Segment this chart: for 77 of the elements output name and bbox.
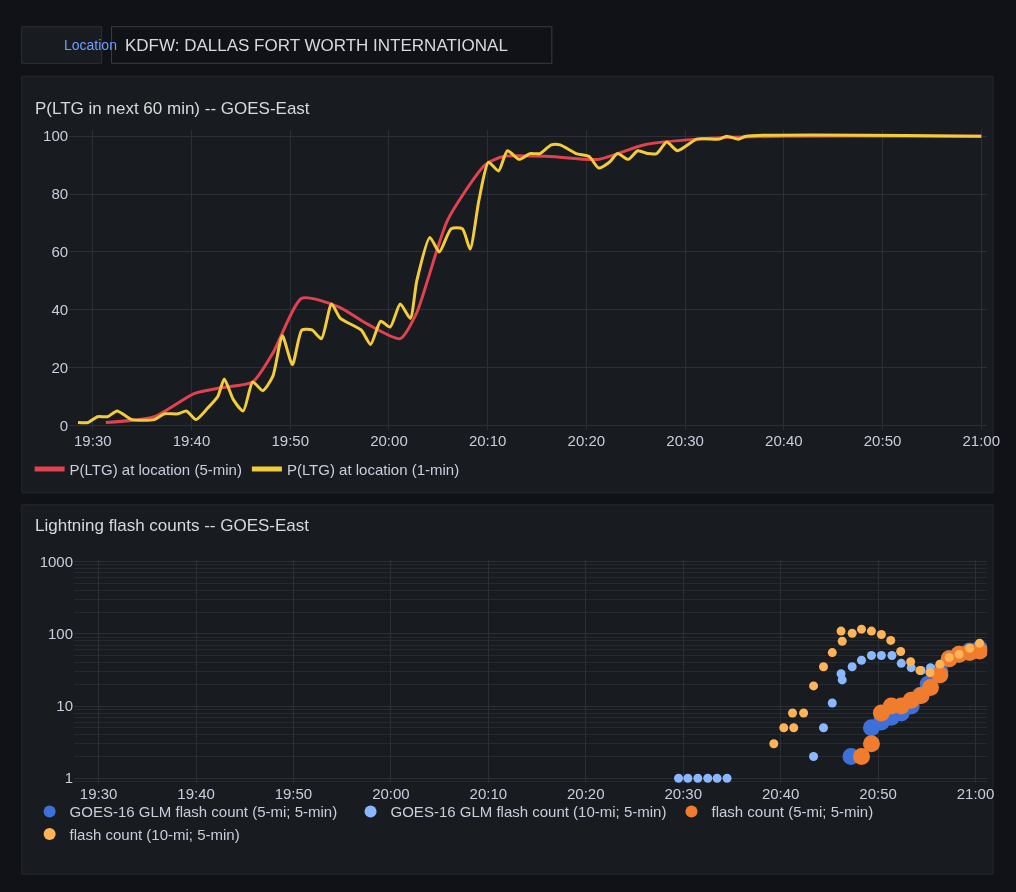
point [674,773,684,783]
point [769,739,779,749]
x-tick-label: 20:00 [370,431,408,449]
x-tick-label: 20:50 [863,431,902,449]
point [876,629,886,639]
x-tick-label: 20:20 [566,785,605,803]
x-tick-label: 19:30 [79,785,118,803]
x-tick-label: 20:10 [468,431,507,449]
x-tick-label: 19:30 [74,431,112,449]
y-tick-label: 1000 [39,552,74,570]
x-tick-label: 21:00 [962,431,1001,449]
text: KDFW: DALLAS FORT WORTH INTERNATIONAL [125,36,508,55]
point [857,655,867,665]
point [712,773,722,783]
point [788,708,798,718]
x-tick-label: 20:20 [567,431,606,449]
point [722,773,732,783]
point [853,747,871,765]
legend-label: flash count (10-mi; 5-min) [69,825,240,843]
x-tick-label: 19:40 [172,431,211,449]
point [866,651,876,661]
x-tick-label: 20:40 [761,785,800,803]
x-tick-label: 20:30 [664,785,702,803]
point [862,735,880,753]
y-tick-label: 80 [51,185,69,203]
point [837,675,847,685]
point [819,662,829,672]
point [857,624,867,634]
point [683,773,693,783]
legend-label: GOES-16 GLM flash count (10-mi; 5-min) [390,803,667,821]
point [827,648,837,658]
point [847,662,857,672]
point [836,626,846,636]
x-tick-label: 21:00 [956,785,995,803]
point [809,681,819,691]
point [896,658,906,668]
point [887,651,897,661]
point [809,751,819,761]
point [703,773,713,783]
point [906,657,916,667]
x-tick-label: 20:10 [469,785,508,803]
legend-label: P(LTG) at location (1-min) [286,460,460,478]
point [896,646,906,656]
point [819,723,829,733]
x-tick-label: 19:40 [177,785,215,803]
x-tick-label: 20:00 [372,785,410,803]
y-tick-label: 1 [64,769,74,787]
y-tick-label: 40 [51,300,69,318]
chart-title: P(LTG in next 60 min) -- GOES-East [35,99,310,118]
point [789,723,799,733]
point [925,668,935,678]
y-tick-label: 100 [48,625,74,643]
y-tick-label: 20 [51,358,69,376]
point [866,626,876,636]
x-tick-label: 19:50 [271,431,309,449]
point [799,708,809,718]
point [876,651,886,661]
x-tick-label: 19:50 [274,785,313,803]
point [827,698,837,708]
legend-label: flash count (5-mi; 5-min) [711,803,874,821]
chart-title: Lightning flash counts -- GOES-East [35,516,310,535]
text: Location [64,37,117,53]
point [779,723,789,733]
point [693,773,703,783]
point [847,628,857,638]
x-tick-label: 20:40 [765,431,803,449]
x-tick-label: 20:50 [859,785,897,803]
point [886,635,896,645]
legend-label: P(LTG) at location (5-min) [69,460,242,478]
point [922,679,939,697]
y-tick-label: 100 [43,127,69,145]
point [837,636,847,646]
y-tick-label: 60 [51,243,69,261]
legend-label: GOES-16 GLM flash count (5-mi; 5-min) [69,803,338,821]
x-tick-label: 20:30 [666,431,704,449]
y-tick-label: 0 [59,416,69,434]
y-tick-label: 10 [56,697,74,715]
